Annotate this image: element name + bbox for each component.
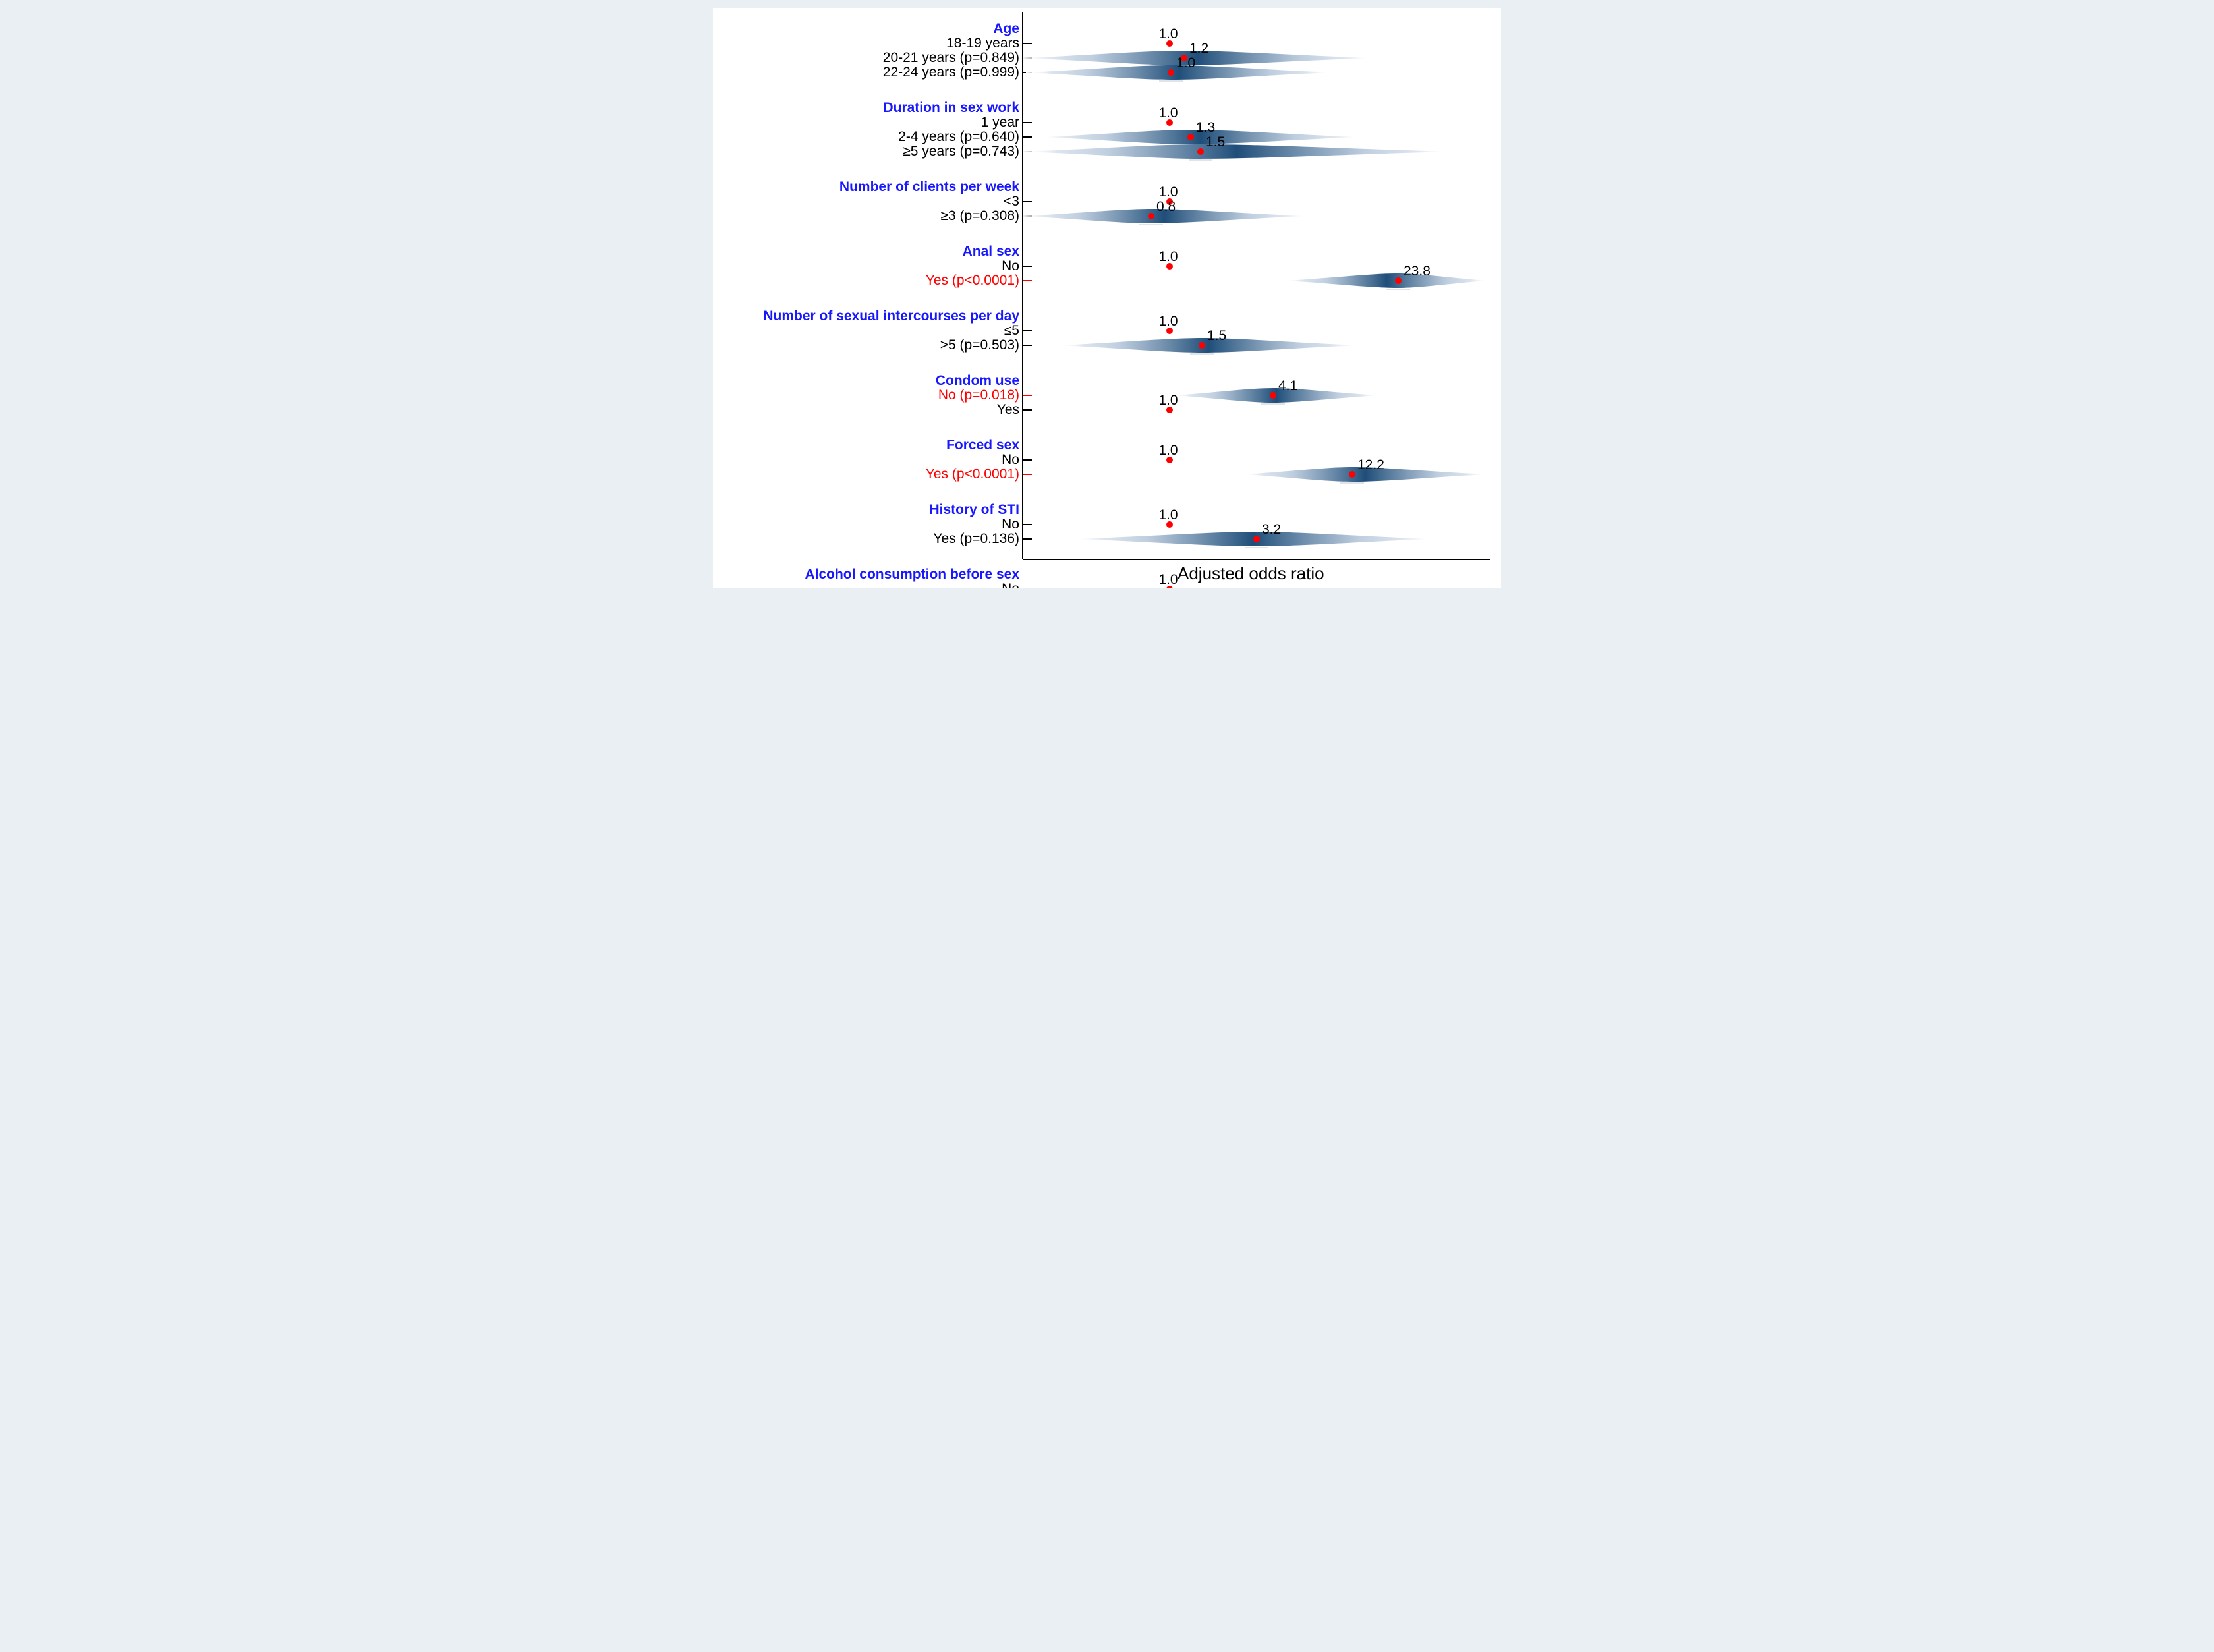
svg-text:1.0: 1.0	[1158, 314, 1178, 329]
svg-text:Age: Age	[993, 21, 1019, 36]
svg-text:2-4 years (p=0.640): 2-4 years (p=0.640)	[898, 129, 1019, 144]
svg-text:No: No	[1002, 581, 1019, 588]
svg-text:No: No	[1002, 258, 1019, 273]
svg-text:Yes (p<0.0001): Yes (p<0.0001)	[926, 467, 1019, 482]
svg-text:1.0: 1.0	[1158, 443, 1178, 458]
svg-text:1.0: 1.0	[1158, 26, 1178, 42]
svg-text:No: No	[1002, 517, 1019, 532]
svg-text:>5 (p=0.503): >5 (p=0.503)	[940, 337, 1019, 353]
plot-svg: Age18-19 years 1.0 20-21 years (p=0.849) 1.…	[713, 8, 1501, 588]
svg-text:4.1: 4.1	[1278, 378, 1297, 393]
svg-text:1 year: 1 year	[981, 115, 1019, 130]
svg-text:≤5: ≤5	[1004, 323, 1019, 338]
forest-plot: Age18-19 years 1.0 20-21 years (p=0.849) 1.…	[713, 8, 1501, 588]
svg-text:History of STI: History of STI	[929, 502, 1019, 517]
svg-text:0.5: 0.5	[1124, 586, 1143, 588]
svg-text:3.2: 3.2	[1262, 522, 1281, 537]
svg-text:1.5: 1.5	[1207, 328, 1226, 343]
svg-text:1.0: 1.0	[1176, 55, 1195, 71]
svg-text:Yes: Yes	[997, 402, 1019, 417]
svg-text:≥5 years (p=0.743): ≥5 years (p=0.743)	[903, 144, 1019, 159]
svg-text:Number of clients per week: Number of clients per week	[839, 179, 1019, 194]
svg-text:≥3 (p=0.308): ≥3 (p=0.308)	[940, 208, 1019, 223]
svg-text:Duration in sex work: Duration in sex work	[883, 100, 1019, 115]
svg-text:1.0: 1.0	[1158, 507, 1178, 523]
svg-text:<3: <3	[1004, 194, 1019, 209]
svg-text:Forced sex: Forced sex	[946, 438, 1019, 453]
svg-text:Yes (p<0.0001): Yes (p<0.0001)	[926, 273, 1019, 288]
svg-text:No (p=0.018): No (p=0.018)	[938, 387, 1019, 403]
svg-text:1.3: 1.3	[1196, 120, 1215, 135]
svg-text:1.0: 1.0	[1158, 185, 1178, 200]
svg-text:Anal sex: Anal sex	[963, 244, 1020, 259]
svg-text:1.0: 1.0	[1158, 393, 1178, 408]
svg-text:18-19 years: 18-19 years	[946, 36, 1019, 51]
svg-text:Yes (p=0.136): Yes (p=0.136)	[933, 531, 1019, 546]
x-axis-label: Adjusted odds ratio	[1178, 563, 1324, 584]
svg-text:1.0: 1.0	[1158, 249, 1178, 264]
svg-text:22-24 years (p=0.999): 22-24 years (p=0.999)	[883, 65, 1019, 80]
figure-frame: Age18-19 years 1.0 20-21 years (p=0.849) 1.…	[705, 0, 1509, 596]
svg-text:1.0: 1.0	[1158, 572, 1178, 587]
svg-text:Number of sexual intercourses: Number of sexual intercourses per day	[763, 308, 1019, 324]
svg-text:12.2: 12.2	[1357, 457, 1384, 472]
svg-text:23.8: 23.8	[1404, 264, 1431, 279]
svg-text:Alcohol consumption before sex: Alcohol consumption before sex	[805, 567, 1019, 582]
svg-text:Condom use: Condom use	[936, 373, 1019, 388]
svg-text:1.0: 1.0	[1158, 105, 1178, 121]
svg-text:1.2: 1.2	[1189, 41, 1208, 56]
svg-text:0.8: 0.8	[1156, 199, 1176, 214]
svg-text:1.5: 1.5	[1206, 134, 1225, 150]
svg-text:No: No	[1002, 452, 1019, 467]
svg-text:20-21 years (p=0.849): 20-21 years (p=0.849)	[883, 50, 1019, 65]
